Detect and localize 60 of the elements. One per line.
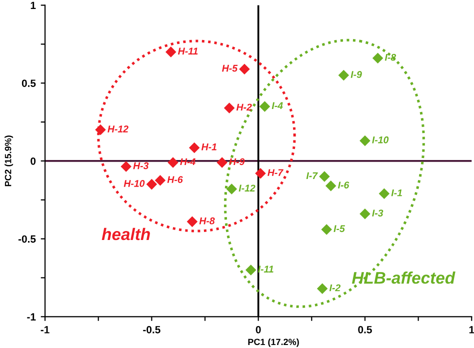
point bbox=[168, 157, 178, 168]
y-tick-label: -0.5 bbox=[18, 235, 36, 243]
annotation: I-12 bbox=[238, 184, 256, 192]
point bbox=[245, 264, 256, 276]
y-tick-label: 0.5 bbox=[22, 80, 36, 87]
point bbox=[154, 175, 166, 186]
point bbox=[120, 161, 132, 172]
annotation: I-8 bbox=[384, 54, 396, 61]
point bbox=[146, 178, 158, 190]
point bbox=[321, 224, 332, 235]
x-tick-label: -1 bbox=[40, 326, 50, 334]
point bbox=[226, 184, 238, 194]
annotation: H-12 bbox=[108, 126, 128, 132]
point bbox=[259, 101, 270, 112]
point bbox=[378, 188, 390, 200]
annotation: H-11 bbox=[178, 48, 198, 54]
x-tick-label: 0 bbox=[256, 326, 261, 334]
annotation: H-9 bbox=[229, 158, 245, 166]
annotation: I-9 bbox=[350, 71, 362, 78]
x-tick-label: 0.5 bbox=[358, 326, 372, 334]
text: health bbox=[102, 228, 150, 240]
annotation: H-6 bbox=[167, 176, 183, 184]
annotation: H-7 bbox=[268, 169, 284, 176]
annotation: I-4 bbox=[272, 102, 283, 109]
annotation: H-5 bbox=[222, 64, 238, 72]
point bbox=[239, 64, 250, 74]
y-axis-title: PC2 (15.9%) bbox=[4, 136, 14, 186]
point bbox=[255, 168, 266, 179]
point bbox=[188, 142, 200, 154]
annotation: I-10 bbox=[372, 136, 389, 144]
annotation: I-7 bbox=[306, 172, 318, 180]
y-tick-label: -1 bbox=[27, 313, 36, 320]
point bbox=[338, 70, 350, 81]
y-tick-label: 1 bbox=[30, 2, 36, 9]
point bbox=[360, 135, 370, 146]
x-tick-label: -0.5 bbox=[143, 326, 160, 334]
point bbox=[319, 171, 330, 182]
x-tick-label: 1 bbox=[469, 326, 474, 334]
point bbox=[325, 180, 336, 192]
x-axis-title: PC1 (17.2%) bbox=[248, 338, 299, 347]
point bbox=[216, 157, 228, 168]
annotation: H-1 bbox=[201, 144, 216, 150]
annotation: I-5 bbox=[334, 225, 345, 232]
annotation: I-1 bbox=[391, 189, 402, 196]
annotation: H-3 bbox=[133, 162, 149, 170]
annotation: I-6 bbox=[338, 182, 350, 188]
point bbox=[224, 102, 235, 114]
annotation: I-2 bbox=[329, 284, 341, 292]
annotation: H-2 bbox=[236, 104, 252, 111]
point bbox=[372, 52, 384, 64]
annotation: I-3 bbox=[372, 210, 384, 217]
annotation: H-10 bbox=[124, 180, 145, 187]
point bbox=[186, 216, 198, 228]
series-label: HLB-affected bbox=[352, 272, 456, 284]
y-tick-label: 0 bbox=[30, 157, 36, 165]
point bbox=[95, 124, 106, 136]
point bbox=[360, 208, 370, 220]
annotation: H-8 bbox=[199, 217, 215, 224]
point bbox=[316, 283, 328, 294]
point bbox=[165, 46, 176, 58]
